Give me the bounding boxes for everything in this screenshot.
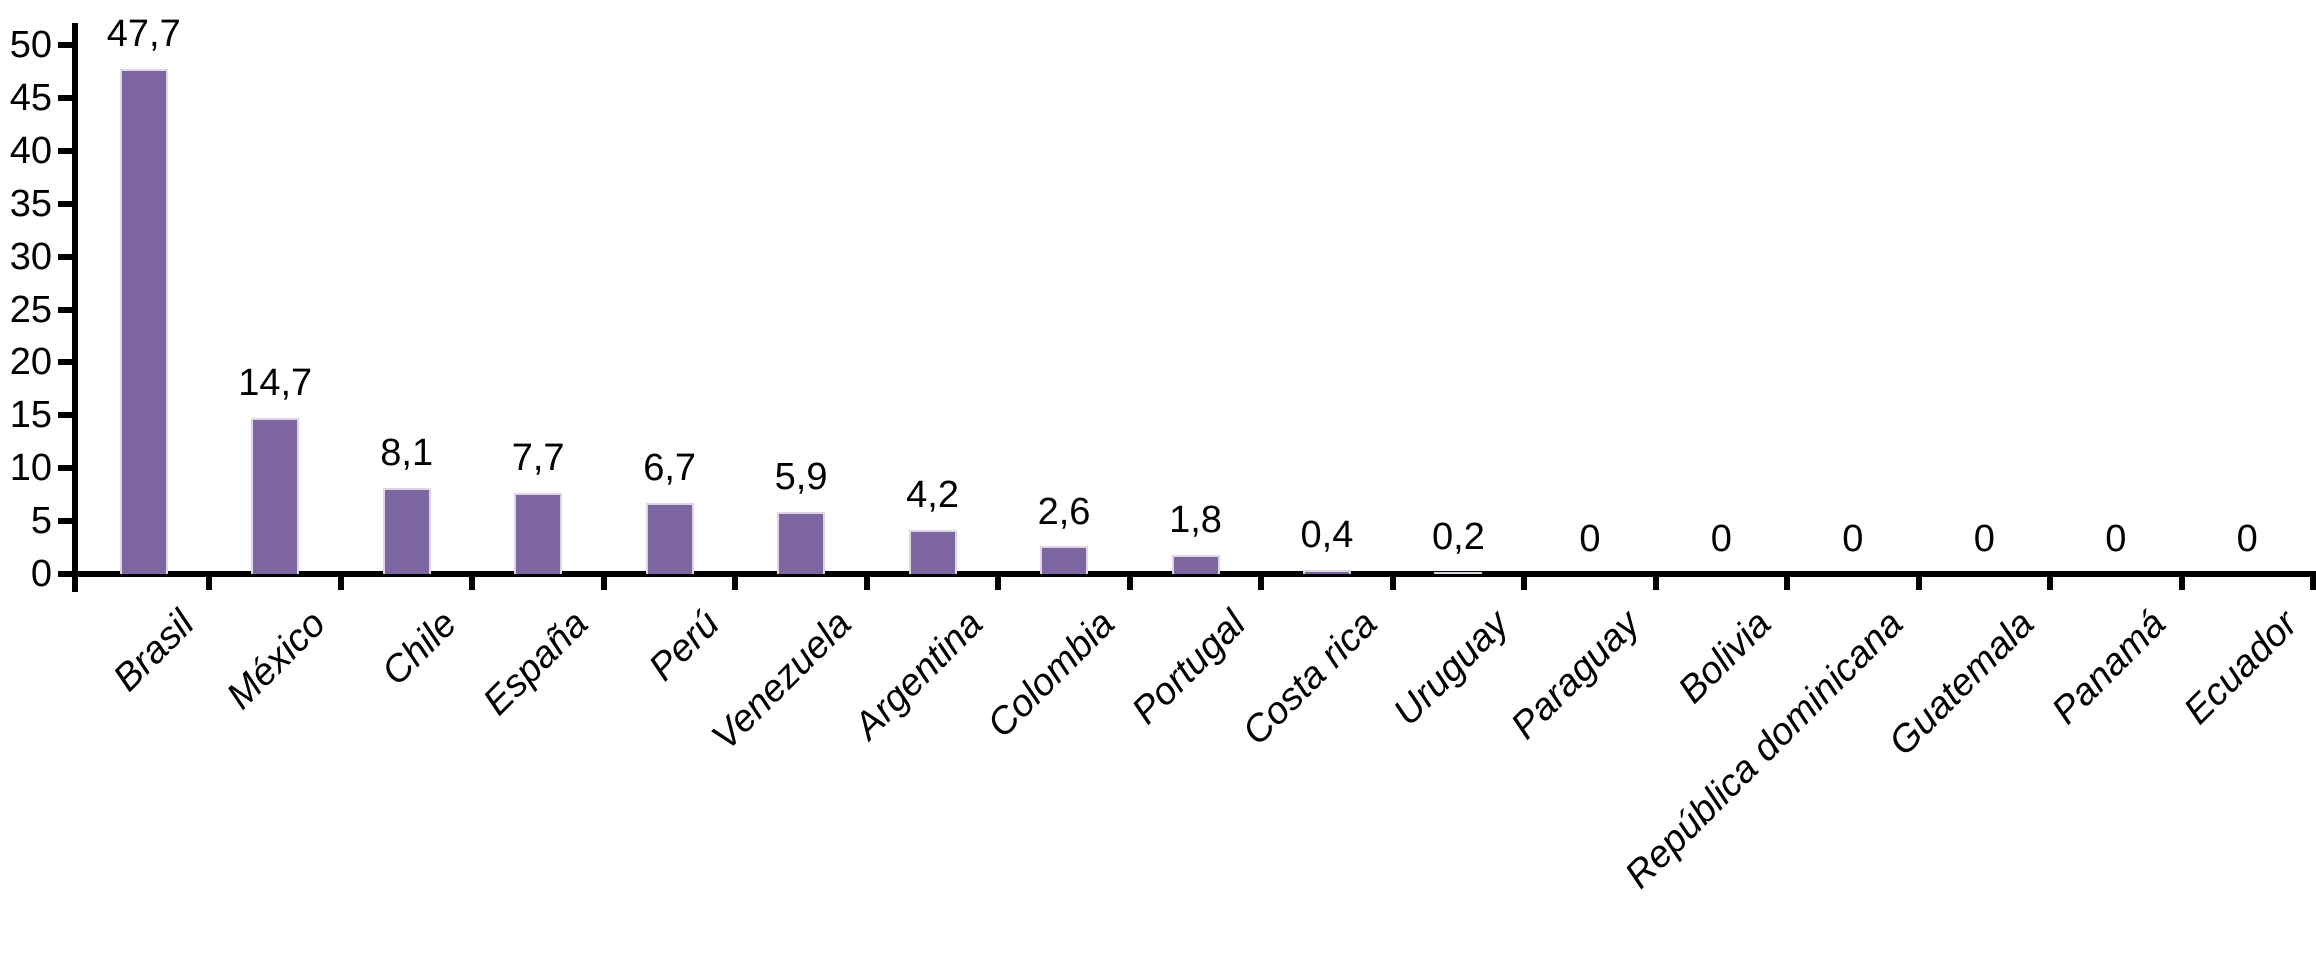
bar-value-label: 0: [2105, 518, 2127, 560]
bar-value-label: 5,9: [774, 455, 828, 498]
y-axis-tick-label: 25: [9, 288, 52, 331]
x-axis-line: [72, 571, 2316, 577]
x-axis-tick: [863, 577, 870, 590]
bar-value-label: 0: [1973, 518, 1995, 560]
bar-6: [908, 529, 957, 574]
x-axis-category-label: Perú: [641, 602, 729, 690]
x-axis-category-label: Venezuela: [703, 602, 860, 759]
x-axis-tick: [1258, 577, 1265, 590]
y-axis-tick: [58, 571, 78, 577]
y-axis-tick-label: 30: [9, 235, 52, 278]
y-axis-tick-label: 10: [9, 447, 52, 490]
y-axis-tick-label: 5: [30, 500, 52, 543]
bar-value-label: 0: [1842, 518, 1864, 560]
y-axis-tick: [58, 147, 78, 154]
x-axis-category-label: Chile: [374, 602, 466, 694]
x-axis-category-label: Bolivia: [1670, 602, 1780, 712]
y-axis-tick-label: 40: [9, 129, 52, 172]
y-axis-tick: [58, 42, 78, 48]
y-axis-tick: [58, 306, 78, 313]
bar-2: [382, 488, 431, 574]
x-axis-category-label: México: [218, 602, 334, 718]
x-axis-tick: [1126, 577, 1133, 590]
x-axis-tick: [1915, 577, 1922, 590]
bar-value-label: 14,7: [238, 362, 313, 405]
bar-value-label: 7,7: [511, 436, 565, 479]
x-axis-category-label: Panamá: [2044, 602, 2175, 733]
x-axis-tick: [1784, 577, 1791, 590]
y-axis-tick: [58, 200, 78, 207]
y-axis-tick: [58, 94, 78, 101]
y-axis-tick-label: 0: [30, 553, 52, 595]
bar-10: [1434, 571, 1483, 574]
y-axis-tick-label: 50: [9, 24, 52, 66]
x-axis-tick: [732, 577, 739, 590]
x-axis-category-label: Paraguay: [1503, 602, 1649, 748]
bar-9: [1302, 569, 1351, 574]
bar-value-label: 0: [1579, 518, 1601, 560]
x-axis-tick: [995, 577, 1002, 590]
bar-1: [251, 418, 300, 574]
y-axis-tick-label: 15: [9, 394, 52, 437]
y-axis-tick-label: 35: [9, 182, 52, 225]
x-axis-tick: [1521, 577, 1528, 590]
x-axis-tick: [1652, 577, 1659, 590]
bar-value-label: 0: [2236, 518, 2258, 560]
bar-value-label: 6,7: [643, 447, 697, 490]
bar-0: [119, 69, 168, 574]
x-axis-category-label: Brasil: [105, 602, 203, 700]
y-axis-tick: [58, 412, 78, 419]
bar-value-label: 0,2: [1432, 515, 1485, 558]
x-axis-tick: [2310, 577, 2316, 590]
bar-3: [514, 492, 563, 574]
x-axis-tick: [2178, 577, 2185, 590]
x-axis-category-label: Uruguay: [1385, 602, 1517, 734]
bar-value-label: 4,2: [906, 473, 959, 516]
x-axis-tick: [469, 577, 476, 590]
x-axis-tick: [206, 577, 213, 590]
bar-value-label: 8,1: [380, 432, 434, 475]
y-axis-tick: [58, 359, 78, 366]
bar-8: [1171, 554, 1220, 574]
x-axis-category-label: España: [475, 602, 597, 724]
x-axis-category-label: Portugal: [1124, 602, 1254, 733]
x-axis-category-label: Colombia: [979, 602, 1123, 746]
y-axis-tick: [58, 253, 78, 260]
y-axis-tick: [58, 518, 78, 525]
x-axis-category-label: Costa rica: [1234, 602, 1386, 754]
bar-7: [1040, 546, 1089, 574]
x-axis-category-label: Ecuador: [2175, 602, 2306, 733]
y-axis-tick-label: 20: [9, 341, 52, 384]
y-axis-tick: [58, 465, 78, 472]
x-axis-tick: [600, 577, 607, 590]
y-axis-tick-label: 45: [9, 76, 52, 119]
x-axis-category-label: Argentina: [846, 602, 991, 748]
bar-5: [777, 511, 826, 574]
bar-value-label: 1,8: [1169, 498, 1222, 541]
bar-4: [645, 503, 694, 574]
x-axis-tick: [1389, 577, 1396, 590]
bar-value-label: 0,4: [1300, 513, 1354, 556]
x-axis-tick: [2047, 577, 2054, 590]
x-axis-tick: [337, 577, 344, 590]
bar-value-label: 47,7: [106, 13, 181, 56]
bar-value-label: 0: [1710, 518, 1732, 560]
bar-value-label: 2,6: [1037, 490, 1091, 533]
